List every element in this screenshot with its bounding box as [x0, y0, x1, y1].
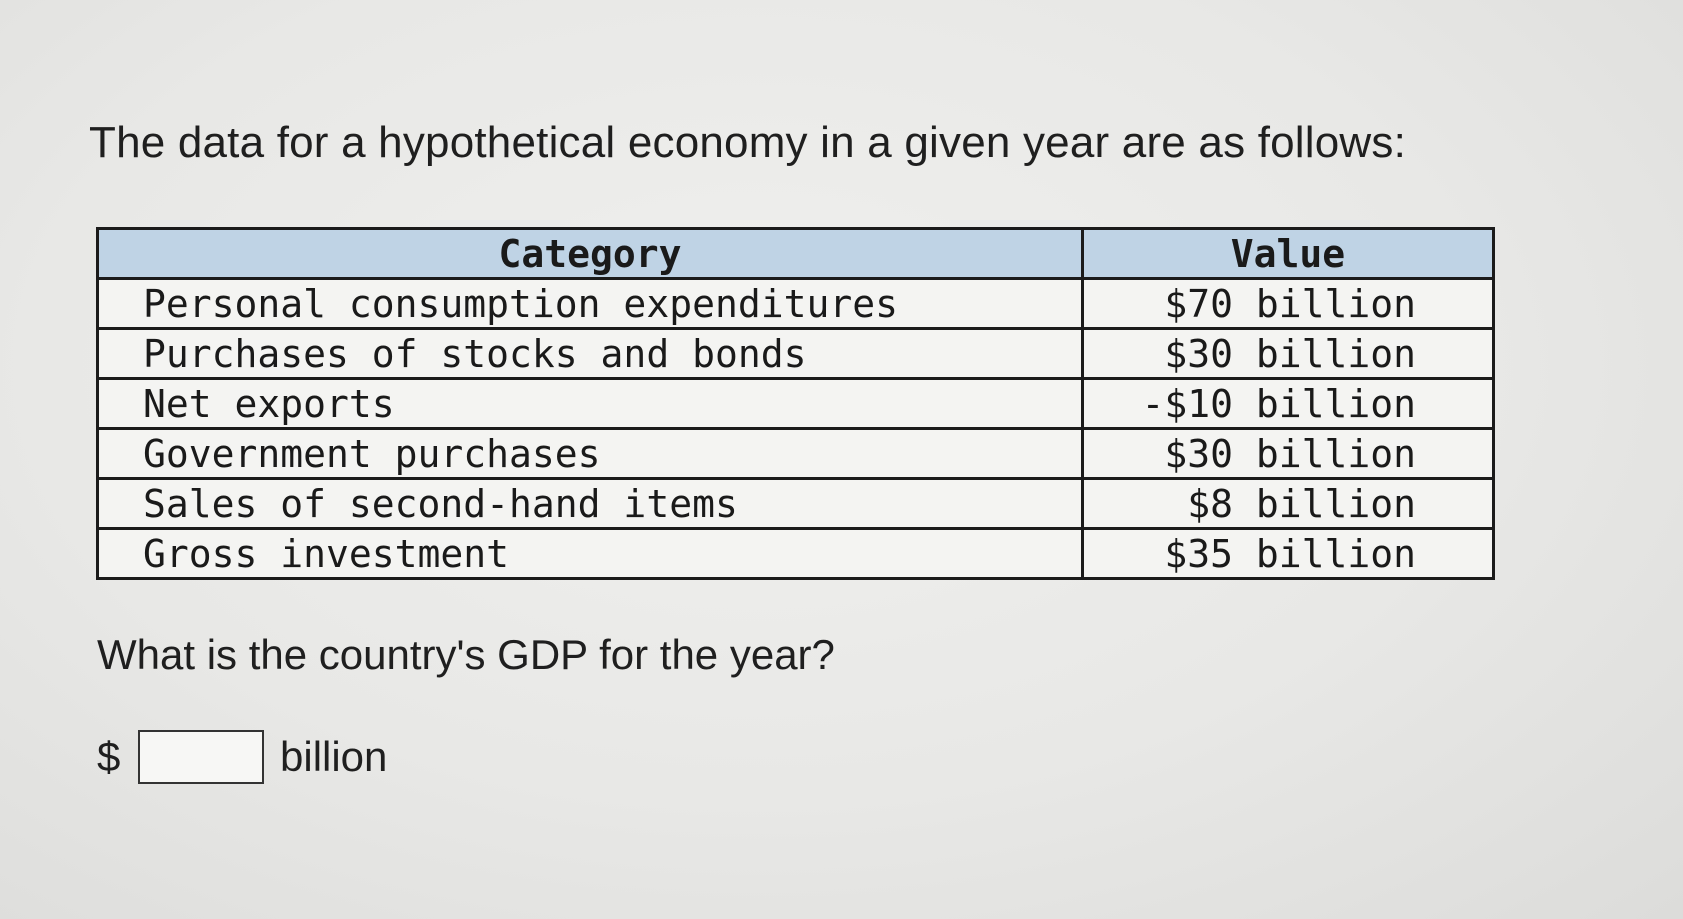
currency-prefix: $ — [97, 733, 121, 780]
row-value: $8 billion — [1081, 477, 1495, 530]
table-header-row: Category Value — [96, 227, 1495, 280]
table-row: Gross investment $35 billion — [96, 527, 1495, 580]
row-value: $30 billion — [1081, 327, 1495, 380]
table-row: Personal consumption expenditures $70 bi… — [96, 277, 1495, 330]
row-category: Net exports — [96, 377, 1084, 430]
table-row: Government purchases $30 billion — [96, 427, 1495, 480]
answer-unit: billion — [280, 733, 388, 780]
row-category: Government purchases — [96, 427, 1084, 480]
economy-data-table: Category Value Personal consumption expe… — [96, 227, 1495, 580]
row-category: Personal consumption expenditures — [96, 277, 1084, 330]
row-value: $30 billion — [1081, 427, 1495, 480]
row-category: Purchases of stocks and bonds — [96, 327, 1084, 380]
answer-row: $ billion — [97, 730, 387, 784]
header-value: Value — [1081, 227, 1495, 280]
header-category: Category — [96, 227, 1084, 280]
table-row: Purchases of stocks and bonds $30 billio… — [96, 327, 1495, 380]
row-category: Gross investment — [96, 527, 1084, 580]
intro-text: The data for a hypothetical economy in a… — [89, 118, 1407, 167]
row-category: Sales of second-hand items — [96, 477, 1084, 530]
table-row: Sales of second-hand items $8 billion — [96, 477, 1495, 530]
table-row: Net exports -$10 billion — [96, 377, 1495, 430]
row-value: $70 billion — [1081, 277, 1495, 330]
row-value: $35 billion — [1081, 527, 1495, 580]
row-value: -$10 billion — [1081, 377, 1495, 430]
question-text: What is the country's GDP for the year? — [97, 631, 835, 678]
gdp-answer-input[interactable] — [138, 730, 264, 784]
